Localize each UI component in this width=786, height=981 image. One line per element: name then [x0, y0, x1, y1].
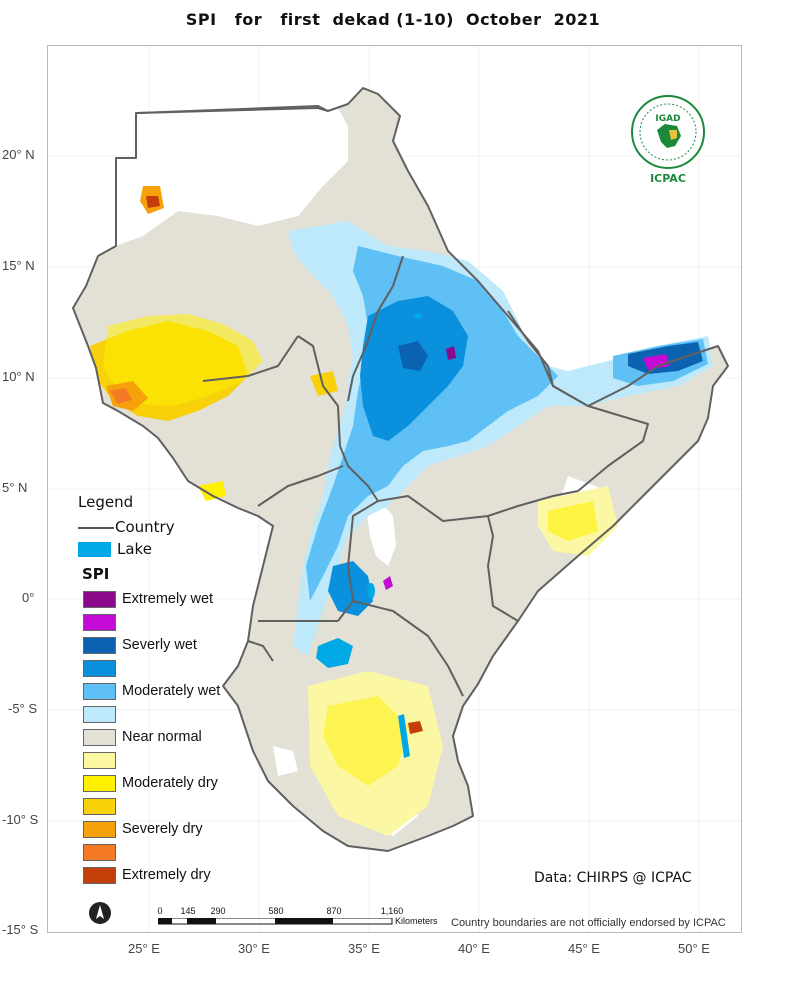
spi-class-label: Severely dry [122, 821, 203, 837]
map-frame [47, 45, 742, 933]
country-boundaries [72, 87, 729, 852]
north-arrow-icon [89, 902, 111, 924]
lon-label-30e: 30° E [238, 941, 270, 956]
scale-units: Kilometers [395, 916, 438, 926]
scale-tick-label: 290 [210, 906, 226, 916]
spi-class-label: Severly wet [122, 637, 197, 653]
lat-label-15n: 15° N [2, 258, 35, 273]
spi-class-swatch [83, 683, 116, 700]
scale-tick-label: 0 [157, 906, 163, 916]
spi-class-swatch [83, 706, 116, 723]
lake-swatch [78, 542, 111, 557]
data-credit: Data: CHIRPS @ ICPAC [534, 870, 692, 886]
lon-label-40e: 40° E [458, 941, 490, 956]
spi-class-label: Extremely wet [122, 591, 214, 607]
spi-class-swatch [83, 821, 116, 838]
lon-label-35e: 35° E [348, 941, 380, 956]
spi-class-swatch [83, 752, 116, 769]
scale-tick-label: 580 [268, 906, 284, 916]
spi-map [48, 46, 741, 932]
dry-areas [90, 186, 618, 836]
lakes [316, 313, 422, 758]
legend-spi-title: SPI [82, 565, 110, 583]
country-line-swatch [78, 527, 114, 529]
scale-bar-graphic [158, 918, 393, 925]
spi-class-swatch [83, 591, 116, 608]
lon-label-45e: 45° E [568, 941, 600, 956]
spi-class-label: Moderately dry [122, 775, 218, 791]
map-title: SPI for first dekad (1-10) October 2021 [185, 10, 601, 29]
scale-bar: 0 145 290 580 870 1,160 Kilometers [157, 906, 458, 932]
igad-emblem: IGAD [631, 95, 705, 169]
legend-country-label: Country [115, 518, 175, 536]
spi-class-swatch [83, 775, 116, 792]
lat-label-15s: -15° S [2, 922, 39, 937]
legend-lake-label: Lake [117, 540, 152, 558]
scale-tick-label: 870 [326, 906, 342, 916]
spi-class-swatch [83, 614, 116, 631]
spi-class-swatch [83, 844, 116, 861]
lat-label-5s: -5° S [8, 701, 38, 716]
logo-name: ICPAC [650, 172, 686, 185]
spi-class-swatch [83, 637, 116, 654]
logo-badge-text: IGAD [655, 114, 680, 124]
spi-class-label: Near normal [122, 729, 202, 745]
boundary-disclaimer: Country boundaries are not officially en… [451, 917, 726, 929]
spi-class-label: Moderately wet [122, 683, 221, 699]
icpac-logo: IGAD ICPAC [627, 94, 709, 189]
lat-label-20n: 20° N [2, 147, 35, 162]
scale-tick-label: 145 [180, 906, 196, 916]
spi-class-swatch [83, 729, 116, 746]
lon-label-50e: 50° E [678, 941, 710, 956]
lat-label-5n: 5° N [2, 480, 28, 495]
lat-label-0: 0° [22, 590, 35, 605]
spi-class-label: Extremely dry [122, 867, 211, 883]
spi-class-swatch [83, 867, 116, 884]
spi-class-swatch [83, 660, 116, 677]
spi-class-swatch [83, 798, 116, 815]
lat-label-10s: -10° S [2, 812, 39, 827]
scale-tick-label: 1,160 [380, 906, 404, 916]
lat-label-10n: 10° N [2, 369, 35, 384]
lon-label-25e: 25° E [128, 941, 160, 956]
legend-title: Legend [78, 493, 134, 511]
